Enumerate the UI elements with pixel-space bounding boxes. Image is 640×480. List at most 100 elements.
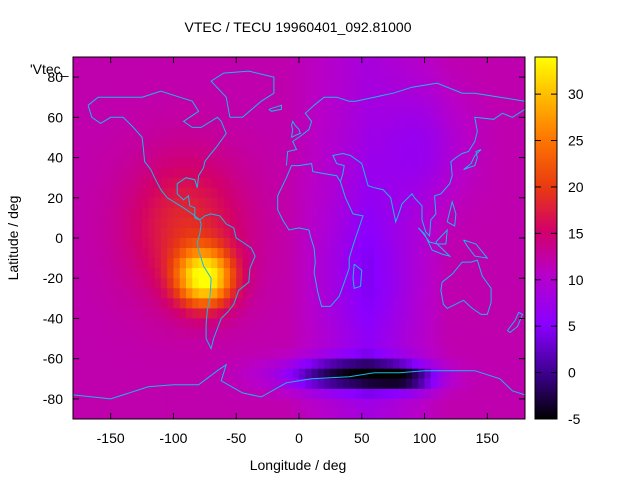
heatmap-cell [129, 167, 137, 179]
heatmap-cell [91, 227, 99, 239]
heatmap-cell [198, 308, 206, 320]
heatmap-cell [292, 378, 300, 390]
heatmap-cell [167, 137, 175, 149]
heatmap-cell [229, 368, 237, 380]
heatmap-cell [449, 137, 457, 149]
heatmap-cell [455, 207, 463, 219]
heatmap-cell [374, 197, 382, 209]
heatmap-cell [186, 318, 193, 330]
heatmap-cell [449, 177, 457, 189]
heatmap-cell [342, 77, 350, 88]
heatmap-cell [512, 187, 520, 199]
heatmap-cell [148, 187, 156, 199]
series-label: 'Vtec_ [30, 61, 69, 77]
heatmap-cell [487, 368, 495, 380]
heatmap-cell [462, 298, 470, 309]
heatmap-cell [261, 177, 269, 189]
heatmap-cell [299, 207, 306, 219]
heatmap-cell [361, 107, 369, 118]
heatmap-cell [91, 368, 99, 380]
heatmap-cell [154, 238, 162, 249]
heatmap-cell [79, 278, 87, 289]
heatmap-cell [286, 77, 294, 88]
heatmap-cell [98, 177, 105, 189]
heatmap-cell [236, 318, 244, 330]
heatmap-cell [142, 258, 149, 269]
heatmap-cell [79, 268, 87, 279]
heatmap-cell [104, 57, 112, 68]
heatmap-cell [255, 408, 262, 419]
heatmap-cell [167, 398, 175, 410]
heatmap-cell [386, 77, 394, 88]
heatmap-cell [518, 197, 525, 209]
heatmap-cell [292, 187, 300, 199]
heatmap-cell [305, 358, 313, 370]
heatmap-cell [179, 167, 187, 179]
heatmap-cell [142, 318, 149, 330]
heatmap-cell [292, 238, 300, 249]
heatmap-cell [299, 227, 306, 239]
heatmap-cell [324, 378, 331, 390]
heatmap-cell [386, 67, 394, 78]
heatmap-cell [468, 318, 476, 330]
heatmap-cell [424, 298, 432, 309]
heatmap-cell [518, 227, 525, 239]
heatmap-cell [292, 157, 300, 169]
heatmap-cell [248, 298, 256, 309]
heatmap-cell [204, 368, 212, 380]
heatmap-cell [374, 177, 382, 189]
heatmap-cell [455, 57, 463, 68]
heatmap-cell [324, 167, 331, 179]
heatmap-cell [248, 157, 256, 169]
heatmap-cell [324, 298, 331, 309]
heatmap-cell [330, 268, 338, 279]
heatmap-cell [349, 157, 357, 169]
heatmap-cell [455, 67, 463, 78]
heatmap-cell [330, 358, 338, 370]
heatmap-cell [186, 137, 193, 149]
heatmap-cell [248, 318, 256, 330]
heatmap-cell [186, 117, 193, 128]
heatmap-cell [91, 348, 99, 360]
heatmap-cell [123, 238, 131, 249]
heatmap-cell [368, 147, 375, 159]
heatmap-cell [512, 248, 520, 259]
heatmap-cell [481, 227, 488, 239]
heatmap-cell [506, 107, 514, 118]
heatmap-cell [242, 238, 250, 249]
heatmap-cell [286, 217, 294, 229]
heatmap-cell [361, 177, 369, 189]
heatmap-cell [211, 117, 218, 128]
heatmap-cell [386, 278, 394, 289]
heatmap-cell [192, 197, 200, 209]
heatmap-cell [493, 87, 501, 98]
heatmap-cell [374, 338, 382, 350]
heatmap-cell [192, 227, 200, 239]
heatmap-cell [430, 77, 438, 88]
heatmap-cell [148, 97, 156, 108]
heatmap-cell [336, 87, 344, 98]
heatmap-cell [116, 117, 124, 128]
heatmap-cell [481, 348, 488, 360]
heatmap-cell [129, 77, 137, 88]
heatmap-cell [148, 388, 156, 400]
heatmap-cell [179, 278, 187, 289]
heatmap-cell [280, 67, 288, 78]
heatmap-cell [167, 217, 175, 229]
heatmap-cell [368, 268, 375, 279]
heatmap-cell [499, 217, 507, 229]
heatmap-cell [368, 278, 375, 289]
heatmap-cell [79, 57, 87, 68]
heatmap-cell [455, 227, 463, 239]
heatmap-cell [110, 127, 118, 139]
heatmap-cell [217, 248, 225, 259]
heatmap-cell [311, 298, 319, 309]
heatmap-cell [211, 388, 218, 400]
heatmap-cell [229, 197, 237, 209]
heatmap-cell [481, 177, 488, 189]
heatmap-cell [355, 77, 363, 88]
heatmap-cell [518, 318, 525, 330]
coastline [210, 70, 275, 118]
heatmap-cell [437, 117, 444, 128]
heatmap-cell [305, 288, 313, 299]
